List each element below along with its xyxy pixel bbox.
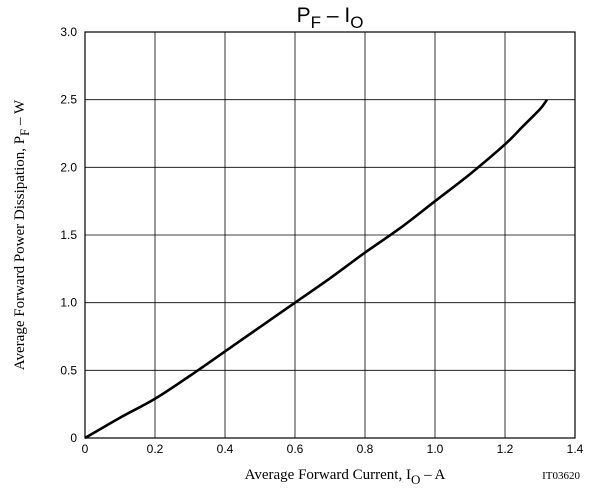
x-tick-label: 0.4 (217, 442, 234, 456)
x-tick-label: 0.2 (147, 442, 164, 456)
x-tick-label: 1.4 (567, 442, 584, 456)
y-axis-title: Average Forward Power Dissipation, PF – … (12, 99, 32, 370)
chart-title: PF – IO (297, 4, 364, 32)
tick-labels: 0 0.2 0.4 0.6 0.8 1.0 1.2 1.4 0 0.5 1.0 1.5 2.0 2.5 3.… (60, 25, 583, 456)
y-tick-label: 0 (70, 431, 77, 445)
pf-io-curve (84, 98, 549, 440)
x-tick-label: 0.6 (287, 442, 304, 456)
x-tick-label: 1.0 (427, 442, 444, 456)
x-tick-label: 0.8 (357, 442, 374, 456)
figure-code: IT03620 (542, 470, 580, 482)
grid-lines (84, 31, 576, 439)
x-axis-title: Average Forward Current, IO – A (245, 467, 446, 487)
plot-frame (84, 31, 576, 439)
y-tick-label: 3.0 (60, 25, 77, 39)
y-tick-label: 2.5 (60, 93, 77, 107)
y-tick-label: 1.0 (60, 296, 77, 310)
y-tick-label: 1.5 (60, 228, 77, 242)
y-tick-label: 2.0 (60, 160, 77, 174)
x-tick-label: 0 (82, 442, 89, 456)
x-tick-label: 1.2 (497, 442, 514, 456)
series-layer (84, 98, 549, 440)
y-tick-label: 0.5 (60, 363, 77, 377)
